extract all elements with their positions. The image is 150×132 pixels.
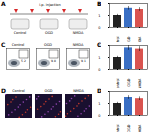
svg-text:2: 2 xyxy=(98,44,100,48)
svg-text:2: 2 xyxy=(98,2,100,6)
svg-text:0: 0 xyxy=(98,114,100,118)
svg-text:1: 1 xyxy=(98,102,100,106)
svg-text:OGD: OGD xyxy=(127,124,131,132)
svg-text:0: 0 xyxy=(98,68,100,72)
svg-text:0: 0 xyxy=(98,26,100,30)
svg-text:1: 1 xyxy=(98,14,100,18)
svg-text:2: 2 xyxy=(98,90,100,94)
svg-text:Control: Control xyxy=(116,124,120,132)
svg-text:NMDA: NMDA xyxy=(138,124,142,132)
svg-text:OGD: OGD xyxy=(127,78,131,86)
svg-text:1: 1 xyxy=(98,56,100,60)
